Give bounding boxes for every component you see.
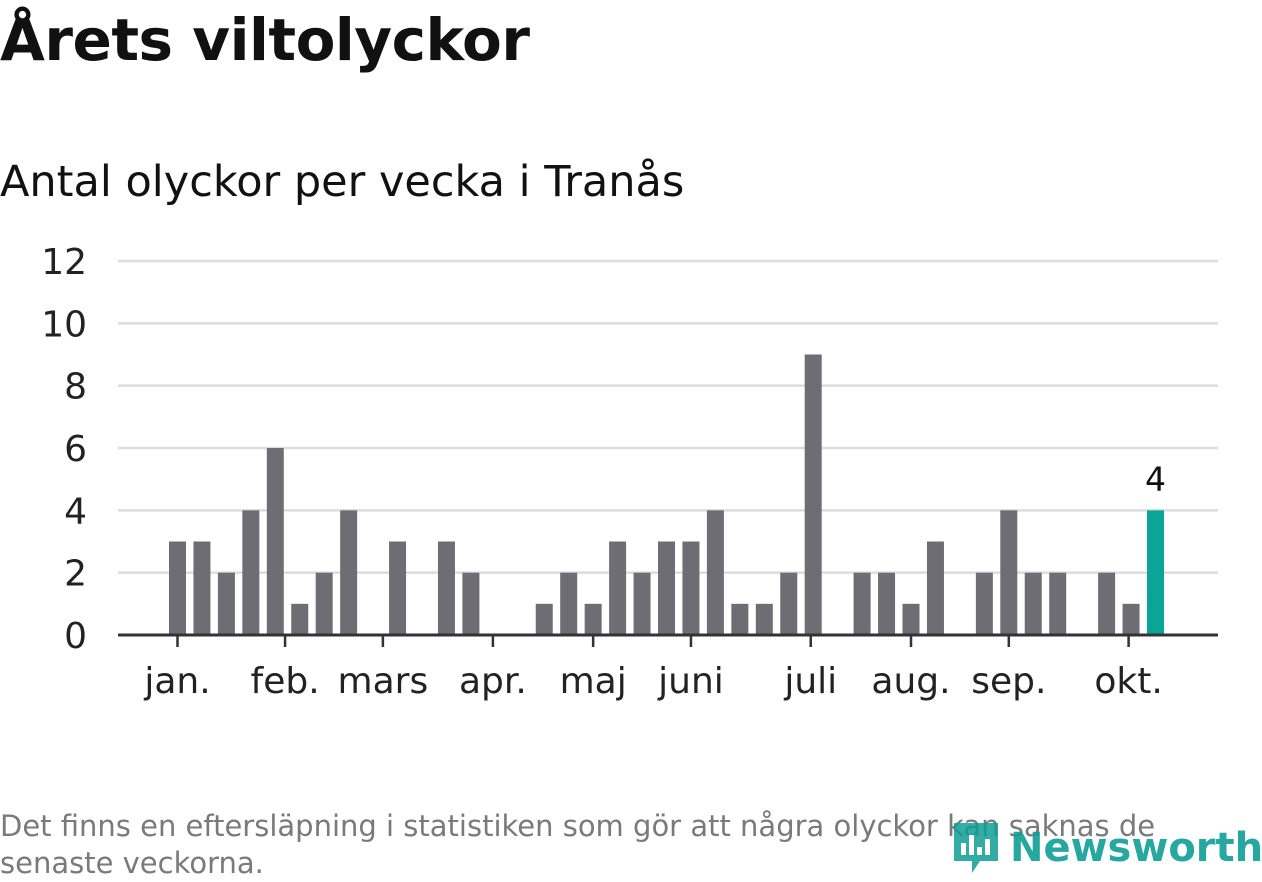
- bar: [560, 572, 578, 635]
- bar: [780, 572, 798, 635]
- bar: [902, 603, 920, 635]
- bar: [1000, 510, 1018, 635]
- bar: [462, 572, 480, 635]
- bar: [609, 541, 627, 635]
- bar-chart: 0 2 4 6 8 10 12 jan. feb. mars apr. maj juni juli aug…: [41, 242, 1218, 702]
- y-tick-label: 12: [41, 242, 87, 283]
- bar: [1122, 603, 1140, 635]
- bar: [340, 510, 358, 635]
- bars: [169, 354, 1164, 635]
- bar: [291, 603, 309, 635]
- bar: [731, 603, 749, 635]
- month-label: mars: [338, 661, 429, 702]
- chart-subtitle: Antal olyckor per vecka i Tranås: [0, 157, 685, 207]
- month-label: apr.: [459, 661, 527, 702]
- bar: [755, 603, 773, 635]
- newsworthy-logo: Newsworthy: [950, 818, 1262, 878]
- y-tick-label: 0: [64, 616, 87, 657]
- bar: [169, 541, 186, 635]
- month-label: feb.: [251, 661, 320, 702]
- bar: [584, 603, 602, 635]
- bar: [633, 572, 651, 635]
- bar: [217, 572, 235, 635]
- bar: [658, 541, 675, 635]
- bar: [853, 572, 871, 635]
- bar: [1024, 572, 1042, 635]
- bar: [535, 603, 553, 635]
- bar: [389, 541, 407, 635]
- y-tick-label: 4: [64, 491, 87, 532]
- x-axis: jan. feb. mars apr. maj juni juli aug. sep. okt.: [118, 633, 1218, 702]
- bar: [266, 448, 284, 635]
- bar: [804, 354, 822, 635]
- bar: [315, 572, 333, 635]
- month-label: sep.: [971, 661, 1046, 702]
- highlight-bar: [1147, 510, 1164, 635]
- month-label: juli: [783, 661, 837, 702]
- y-tick-label: 6: [64, 429, 87, 470]
- bar: [242, 510, 260, 635]
- bar: [682, 541, 700, 635]
- brand-name: Newsworthy: [1010, 825, 1262, 871]
- y-tick-label: 8: [64, 367, 87, 408]
- month-label: juni: [657, 661, 724, 702]
- newsworthy-logo-icon: [954, 823, 998, 873]
- y-tick-label: 10: [41, 304, 87, 345]
- bar: [1098, 572, 1116, 635]
- month-label: jan.: [143, 661, 210, 702]
- bar: [706, 510, 724, 635]
- chart-title: Årets viltolyckor: [0, 6, 530, 74]
- bar: [437, 541, 455, 635]
- bar: [193, 541, 211, 635]
- data-labels: 4: [1145, 459, 1166, 498]
- month-label: maj: [560, 661, 627, 702]
- y-tick-label: 2: [64, 554, 87, 595]
- month-label: okt.: [1094, 661, 1162, 702]
- bar: [975, 572, 993, 635]
- month-label: aug.: [871, 661, 950, 702]
- highlight-value-label: 4: [1145, 459, 1166, 498]
- bar: [1049, 572, 1067, 635]
- bar: [926, 541, 944, 635]
- bar: [878, 572, 896, 635]
- y-axis-ticks: 0 2 4 6 8 10 12: [41, 242, 87, 657]
